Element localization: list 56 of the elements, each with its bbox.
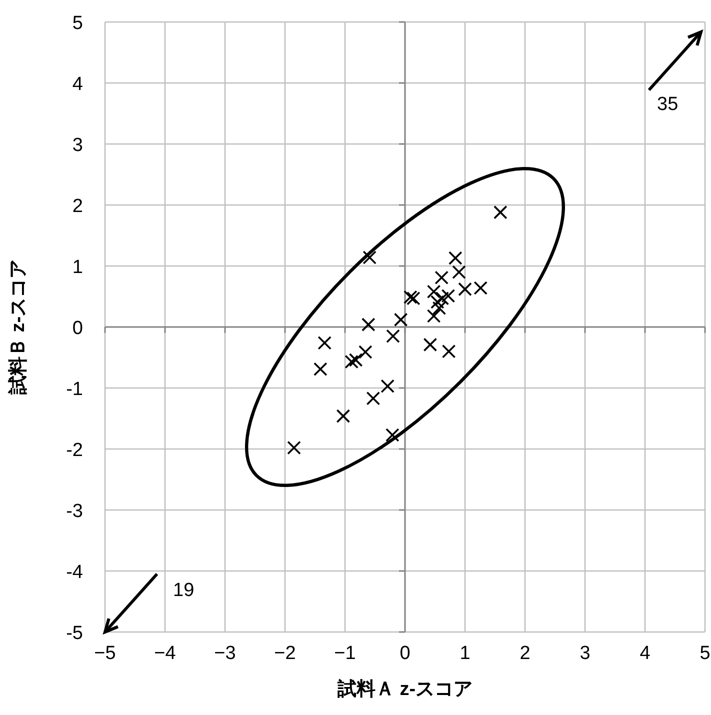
y-tick-label: -2: [66, 440, 83, 461]
x-tick-label: 3: [580, 643, 590, 664]
point: [314, 362, 328, 376]
point: [386, 428, 400, 442]
y-tick-label: 2: [72, 196, 83, 217]
point: [287, 440, 301, 455]
point: [430, 295, 444, 309]
y-tick-label: 0: [72, 318, 83, 339]
point: [448, 251, 462, 265]
point: [474, 281, 488, 295]
point: [380, 379, 394, 394]
point: [494, 205, 508, 220]
point: [458, 282, 472, 296]
point: [442, 344, 456, 358]
y-tick-label: 5: [72, 13, 83, 34]
point: [435, 291, 450, 306]
point: [358, 345, 372, 359]
point: [318, 336, 332, 350]
point: [423, 338, 438, 352]
point: [348, 353, 363, 367]
x-tick-label: −3: [214, 643, 236, 664]
x-tick-label: −4: [154, 643, 176, 664]
y-tick-label: -5: [66, 623, 83, 644]
x-tick-label: 2: [520, 643, 530, 664]
point: [432, 301, 446, 315]
x-tick-label: 5: [700, 643, 710, 664]
x-tick-label: 0: [400, 643, 410, 664]
x-tick-label: 4: [640, 643, 651, 664]
point: [366, 391, 380, 406]
point: [452, 265, 466, 279]
point: [394, 312, 408, 327]
point: [406, 291, 420, 306]
x-tick-label: −5: [94, 643, 116, 664]
y-tick-label: -1: [66, 379, 83, 400]
annotation: 19: [173, 580, 194, 601]
y-tick-label: -3: [66, 501, 83, 522]
x-axis-title: 試料Ａ z-スコア: [336, 678, 473, 700]
x-tick-label: −2: [274, 643, 296, 664]
y-axis-title: 試料Ｂ z-スコア: [7, 259, 29, 396]
point: [441, 288, 456, 303]
x-tick-label: −1: [334, 643, 356, 664]
point: [404, 290, 418, 304]
y-tick-label: 1: [72, 257, 83, 278]
point: [362, 318, 376, 332]
annotation: 35: [657, 94, 678, 115]
point: [426, 309, 441, 323]
point: [336, 409, 350, 423]
y-tick-label: -4: [66, 562, 84, 583]
point: [434, 270, 448, 284]
x-tick-label: 1: [460, 643, 470, 664]
point: [362, 250, 376, 264]
point: [344, 354, 358, 369]
y-tick-label: 4: [72, 74, 84, 95]
y-tick-label: 3: [72, 135, 83, 156]
point: [386, 329, 400, 344]
point: [426, 284, 441, 299]
